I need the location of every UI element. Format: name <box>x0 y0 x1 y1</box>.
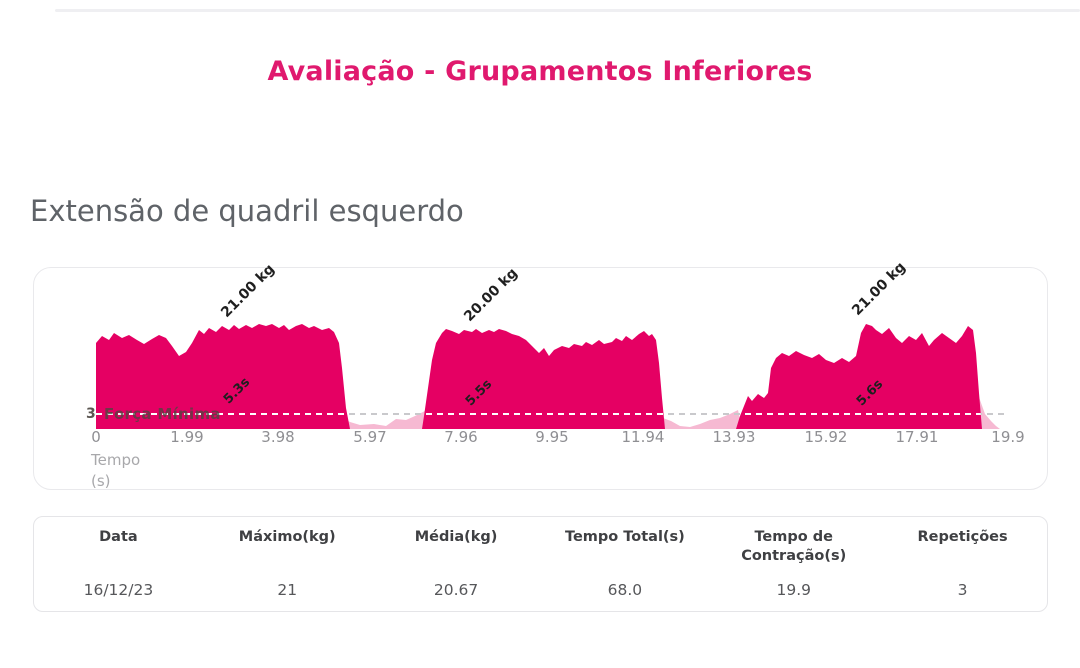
summary-table-value-row: 16/12/23 21 20.67 68.0 19.9 3 <box>34 581 1047 599</box>
x-tick-5: 9.95 <box>535 428 569 446</box>
x-tick-7: 13.93 <box>712 428 756 446</box>
x-tick-3: 5.97 <box>353 428 387 446</box>
header-media: Média(kg) <box>414 529 498 545</box>
x-tick-4: 7.96 <box>444 428 478 446</box>
summary-table: Data Máximo(kg) Média(kg) Tempo Total(s)… <box>33 516 1048 612</box>
value-media: 20.67 <box>433 581 479 599</box>
force-area <box>96 324 982 429</box>
x-axis-label-line1: Tempo <box>91 451 141 469</box>
summary-table-header-row: Data Máximo(kg) Média(kg) Tempo Total(s)… <box>34 528 1047 566</box>
x-axis-label-line2: (s) <box>91 472 111 490</box>
subthreshold-area <box>339 386 1000 429</box>
x-axis-label: Tempo (s) <box>91 450 140 492</box>
page-title: Avaliação - Grupamentos Inferiores <box>267 56 813 87</box>
value-tempo-contracao: 19.9 <box>776 581 811 599</box>
threshold-label: Força Mínima <box>104 405 221 423</box>
threshold-value: 3 <box>86 406 96 422</box>
top-divider <box>55 9 1080 12</box>
x-tick-8: 15.92 <box>804 428 848 446</box>
force-chart-card: Força (kg) 3 Força Mínima 21.00 kg 20.00… <box>33 259 1048 492</box>
force-area-chart <box>96 324 1008 429</box>
value-maximo: 21 <box>277 581 298 599</box>
header-data: Data <box>99 529 138 545</box>
header-maximo: Máximo(kg) <box>238 529 336 545</box>
header-tempo-contracao: Tempo de Contração(s) <box>741 529 847 564</box>
x-tick-9: 17.91 <box>895 428 939 446</box>
header-repeticoes: Repetições <box>917 529 1008 545</box>
value-tempo-total: 68.0 <box>607 581 643 599</box>
header-tempo-total: Tempo Total(s) <box>565 529 685 545</box>
x-tick-1: 1.99 <box>170 428 204 446</box>
x-tick-2: 3.98 <box>261 428 295 446</box>
x-tick-10: 19.9 <box>991 428 1025 446</box>
x-tick-0: 0 <box>91 428 101 446</box>
value-repeticoes: 3 <box>957 581 968 599</box>
x-tick-6: 11.94 <box>621 428 665 446</box>
value-data: 16/12/23 <box>83 581 154 599</box>
exercise-title: Extensão de quadril esquerdo <box>30 194 464 228</box>
